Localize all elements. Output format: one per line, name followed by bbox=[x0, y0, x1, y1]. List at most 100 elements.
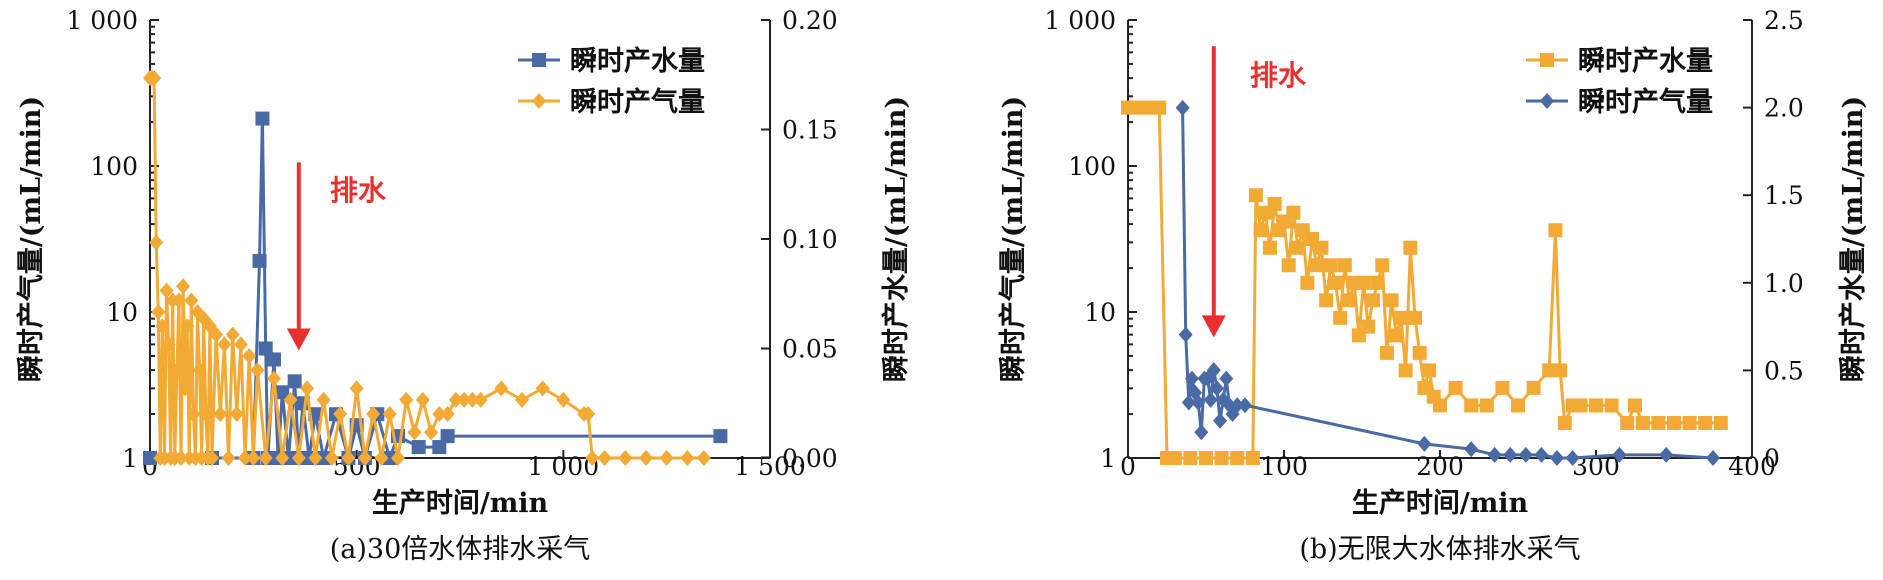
legend-label: 瞬时产气量 bbox=[1578, 87, 1713, 118]
legend-marker bbox=[1540, 93, 1554, 109]
data-point bbox=[1219, 370, 1234, 387]
data-point bbox=[391, 450, 405, 466]
data-point bbox=[349, 380, 364, 397]
data-point bbox=[250, 362, 265, 379]
data-point bbox=[308, 450, 323, 466]
data-point bbox=[382, 406, 397, 423]
data-point bbox=[291, 450, 306, 466]
data-point bbox=[457, 391, 472, 408]
data-point bbox=[1323, 258, 1338, 273]
data-point bbox=[1194, 424, 1209, 441]
data-point bbox=[1209, 380, 1224, 397]
data-point bbox=[1356, 275, 1371, 290]
data-point bbox=[1199, 451, 1213, 465]
data-point bbox=[1635, 415, 1650, 430]
legend-marker bbox=[532, 93, 546, 109]
data-point bbox=[659, 450, 674, 466]
data-point bbox=[246, 450, 261, 466]
y-right-tick-label: 0.20 bbox=[782, 6, 838, 35]
y-right-tick-label: 0.00 bbox=[782, 444, 838, 473]
data-point bbox=[1361, 319, 1376, 334]
data-point bbox=[316, 391, 331, 408]
y-right-tick-label: 0.05 bbox=[782, 335, 838, 364]
data-point bbox=[159, 282, 174, 299]
data-point bbox=[1238, 397, 1252, 414]
legend-marker bbox=[532, 53, 546, 67]
data-point bbox=[494, 380, 509, 397]
legend-entry: 瞬时产气量 bbox=[1526, 87, 1713, 118]
data-point bbox=[1337, 258, 1352, 273]
y-left-tick-label: 1 000 bbox=[66, 6, 138, 35]
data-point bbox=[176, 278, 191, 295]
data-point bbox=[1389, 328, 1404, 343]
data-point bbox=[1300, 275, 1315, 290]
data-point bbox=[229, 406, 244, 423]
x-axis-title: 生产时间/min bbox=[372, 488, 549, 519]
data-point bbox=[198, 406, 213, 423]
panel-caption: (a)30倍水体排水采气 bbox=[330, 534, 591, 565]
data-point bbox=[155, 318, 170, 335]
data-point bbox=[1573, 398, 1588, 413]
data-point bbox=[143, 451, 157, 465]
y-left-tick-label: 100 bbox=[1068, 152, 1116, 181]
data-point bbox=[407, 424, 422, 441]
x-tick-label: 200 bbox=[1416, 452, 1464, 481]
data-point bbox=[169, 362, 184, 379]
data-point bbox=[1342, 293, 1357, 308]
data-point bbox=[411, 440, 426, 455]
data-point bbox=[1286, 205, 1301, 220]
data-point bbox=[1384, 293, 1399, 308]
data-point bbox=[1557, 415, 1572, 430]
data-point bbox=[1375, 258, 1390, 273]
data-point bbox=[287, 374, 302, 389]
data-point bbox=[1245, 451, 1260, 465]
data-point bbox=[1191, 394, 1206, 411]
series-2 bbox=[143, 70, 711, 466]
data-point bbox=[1550, 450, 1564, 466]
data-point bbox=[1464, 398, 1479, 413]
y-right-axis-title: 瞬时产水量/(mL/min) bbox=[881, 96, 912, 382]
y-right-tick-label: 2.5 bbox=[1764, 6, 1804, 35]
data-point bbox=[680, 450, 695, 466]
data-point bbox=[1659, 446, 1674, 463]
data-point bbox=[1511, 398, 1525, 413]
data-point bbox=[225, 326, 240, 343]
data-point bbox=[440, 429, 455, 444]
data-point bbox=[178, 380, 193, 397]
data-point bbox=[1422, 363, 1437, 378]
y-left-tick-label: 1 bbox=[122, 444, 138, 473]
data-point bbox=[448, 391, 463, 408]
series-1 bbox=[1121, 100, 1728, 465]
legend-entry: 瞬时产水量 bbox=[1526, 46, 1713, 77]
data-point bbox=[440, 406, 455, 423]
data-point bbox=[192, 362, 207, 379]
data-point bbox=[696, 450, 711, 466]
series-2 bbox=[1175, 99, 1720, 466]
data-point bbox=[1203, 391, 1218, 408]
annotation: 排水 bbox=[1201, 46, 1307, 338]
data-point bbox=[597, 450, 612, 466]
data-point bbox=[324, 450, 339, 466]
data-point bbox=[432, 406, 447, 423]
y-right-tick-label: 1.5 bbox=[1764, 181, 1804, 210]
x-tick-label: 500 bbox=[333, 452, 381, 481]
data-point bbox=[1534, 446, 1549, 463]
y-left-tick-label: 100 bbox=[90, 152, 138, 181]
y-right-tick-label: 1.0 bbox=[1764, 269, 1804, 298]
data-point bbox=[184, 292, 199, 309]
legend-marker bbox=[1540, 53, 1554, 67]
data-point bbox=[233, 336, 248, 353]
data-point bbox=[399, 391, 414, 408]
x-axis-title: 生产时间/min bbox=[1352, 488, 1529, 519]
data-point bbox=[1291, 240, 1306, 255]
data-point bbox=[180, 318, 195, 335]
annotation: 排水 bbox=[286, 162, 387, 351]
data-point bbox=[333, 406, 348, 423]
data-point bbox=[151, 304, 166, 320]
legend-label: 瞬时产水量 bbox=[1578, 46, 1713, 77]
data-point bbox=[1518, 446, 1533, 463]
annotation-label: 排水 bbox=[1250, 59, 1307, 92]
